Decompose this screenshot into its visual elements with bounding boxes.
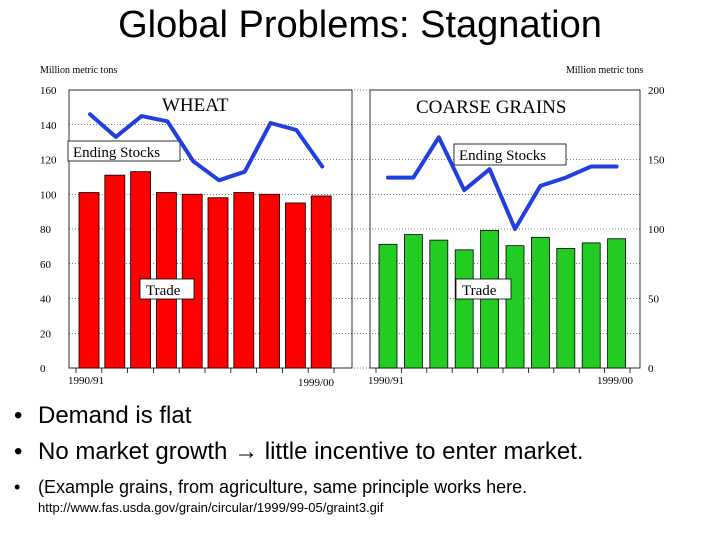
coarse-trade-label: Trade: [462, 283, 497, 299]
trade-bar: [378, 243, 398, 369]
bullet-item: • (Example grains, from agriculture, same…: [10, 476, 715, 498]
wheat-ytick-label: 20: [40, 328, 52, 340]
wheat-ytick-label: 60: [40, 259, 52, 271]
trade-bar: [556, 248, 576, 369]
trade-bar: [233, 192, 255, 369]
bullet-item: • Demand is flat: [10, 398, 715, 434]
bullet-dot: •: [14, 402, 23, 429]
coarse-ytick-label: 200: [648, 85, 665, 97]
wheat-ytick-label: 120: [40, 155, 57, 167]
trade-bar: [284, 202, 306, 369]
wheat-trade-label-box: [139, 278, 195, 300]
trade-bar: [310, 195, 332, 369]
trade-bar: [454, 249, 474, 369]
wheat-x-first-label: 1990/91: [68, 375, 104, 387]
bullet-text: (Example grains, from agriculture, same …: [38, 477, 528, 497]
coarse-x-last-label: 1999/00: [597, 375, 634, 387]
trade-bar: [531, 236, 550, 369]
grain-charts: Million metric tons Million metric tons …: [40, 65, 665, 389]
wheat-stocks-label: Ending Stocks: [73, 145, 160, 161]
trade-bar: [130, 171, 152, 369]
wheat-ytick-label: 0: [40, 363, 46, 375]
bullet-item: • No market growth → little incentive to …: [10, 434, 715, 470]
wheat-trade-label: Trade: [146, 283, 181, 299]
bullet-list: • Demand is flat • No market growth → litt…: [10, 398, 715, 516]
wheat-ytick-label: 160: [40, 85, 57, 97]
bullet-dot: •: [14, 477, 21, 497]
coarse-ytick-label: 50: [648, 294, 660, 306]
coarse-stocks-label-box: [453, 143, 567, 166]
wheat-ytick-label: 80: [40, 224, 52, 236]
bullet-text: Demand is flat: [38, 402, 192, 429]
coarse-ylabel: Million metric tons: [566, 65, 643, 76]
wheat-x-last-label: 1999/00: [298, 377, 335, 389]
trade-bar: [104, 174, 126, 369]
trade-bar: [403, 234, 423, 369]
trade-bar: [207, 197, 229, 369]
wheat-title: WHEAT: [162, 95, 229, 116]
wheat-ytick-label: 140: [40, 120, 57, 132]
coarse-title: COARSE GRAINS: [416, 97, 566, 118]
trade-bar: [78, 192, 100, 369]
coarse-ytick-label: 0: [648, 363, 654, 375]
coarse-ending-stocks-line: [386, 135, 619, 231]
slide-title: Global Problems: Stagnation: [118, 4, 602, 46]
trade-bar: [607, 238, 626, 369]
trade-bar: [259, 193, 281, 369]
coarse-ytick-label: 100: [648, 224, 665, 236]
wheat-ytick-label: 40: [40, 294, 52, 306]
trade-bar: [429, 239, 449, 369]
wheat-ending-stocks-line: [88, 112, 325, 183]
trade-bar: [505, 245, 525, 369]
wheat-ylabel: Million metric tons: [40, 65, 117, 76]
coarse-stocks-label: Ending Stocks: [459, 148, 546, 164]
coarse-trade-label-box: [455, 278, 512, 300]
trade-bar: [581, 242, 601, 369]
bullet-dot: •: [14, 438, 23, 465]
source-url: http://www.fas.usda.gov/grain/circular/1…: [38, 500, 384, 515]
bullet-text: No market growth → little incentive to e…: [38, 438, 584, 465]
coarse-x-first-label: 1990/91: [368, 375, 404, 387]
wheat-stocks-label-box: [67, 140, 181, 162]
wheat-ytick-label: 100: [40, 189, 57, 201]
coarse-ytick-label: 150: [648, 155, 665, 167]
